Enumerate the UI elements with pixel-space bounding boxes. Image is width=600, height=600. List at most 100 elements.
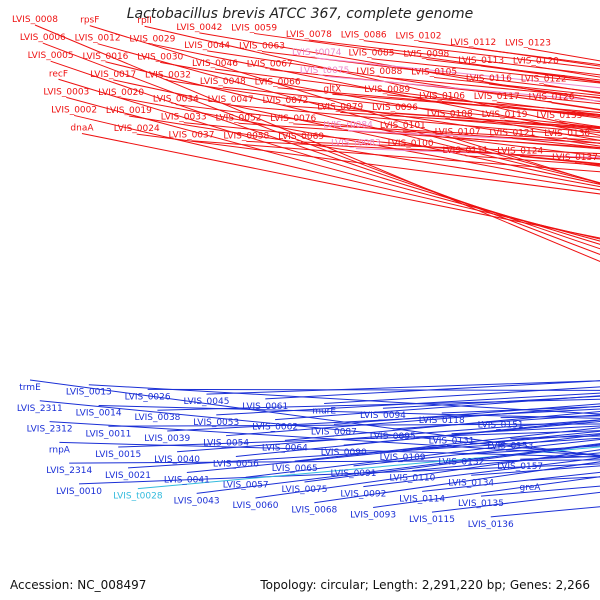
gene-label[interactable]: LVIS_0045: [183, 397, 229, 407]
gene-label[interactable]: LVIS_0057: [223, 480, 269, 490]
gene-label[interactable]: LVIS_2314: [46, 466, 92, 476]
gene-label[interactable]: LVIS_0075: [282, 485, 328, 495]
gene-label[interactable]: LVIS_0008: [12, 15, 58, 25]
gene-label[interactable]: LVIS_0038: [134, 413, 180, 423]
gene-label[interactable]: LVIS_2311: [17, 404, 63, 414]
gene-label[interactable]: LVIS_0012: [75, 34, 121, 44]
gene-label[interactable]: rplI: [137, 16, 152, 26]
gene-label[interactable]: LVIS_0111: [442, 146, 488, 156]
gene-label[interactable]: LVIS_0107: [435, 128, 481, 138]
gene-label[interactable]: LVIS_0056: [213, 459, 259, 469]
gene-label[interactable]: LVIS_0113: [458, 56, 504, 66]
gene-label[interactable]: LVIS_0016: [82, 52, 128, 62]
gene-label[interactable]: LVIS_0019: [106, 106, 152, 116]
gene-label[interactable]: LVIS_0013: [66, 388, 112, 398]
gene-label[interactable]: LVIS_0024: [114, 124, 160, 134]
gene-label[interactable]: LVIS_0069: [278, 132, 324, 142]
gene-label[interactable]: LVIS_0117: [474, 92, 520, 102]
gene-label[interactable]: LVIS_0132: [438, 458, 484, 468]
gene-label[interactable]: LVIS_0112: [450, 38, 496, 48]
gene-label[interactable]: LVIS_0064: [262, 443, 308, 453]
gene-label[interactable]: LVIS_0093: [350, 510, 396, 520]
gene-label[interactable]: LVIS_0048: [200, 77, 246, 87]
gene-label[interactable]: LVIS_0118: [419, 416, 465, 426]
gene-label[interactable]: LVIS_0065: [272, 464, 318, 474]
gene-label[interactable]: LVIS_0011: [85, 429, 131, 439]
gene-label[interactable]: LVIS_0091: [331, 469, 377, 479]
gene-label[interactable]: LVIS_r0083: [331, 139, 381, 149]
gene-label[interactable]: LVIS_0041: [164, 476, 210, 486]
gene-label[interactable]: LVIS_0101: [380, 121, 426, 131]
gene-label[interactable]: LVIS_0130: [544, 129, 590, 139]
gene-label[interactable]: LVIS_0134: [448, 478, 494, 488]
gene-label[interactable]: LVIS_0006: [20, 33, 66, 43]
gene-label[interactable]: LVIS_0066: [255, 78, 301, 88]
gene-label[interactable]: recF: [49, 69, 68, 79]
gene-label[interactable]: LVIS_0098: [403, 49, 449, 59]
gene-label[interactable]: LVIS_0030: [137, 52, 183, 62]
gene-label[interactable]: LVIS_0120: [513, 57, 559, 67]
gene-label[interactable]: LVIS_0115: [409, 515, 455, 525]
gene-label[interactable]: LVIS_0153: [487, 441, 533, 451]
gene-label[interactable]: LVIS_0102: [395, 31, 441, 41]
gene-label[interactable]: LVIS_0044: [184, 41, 230, 51]
gene-label[interactable]: LVIS_0005: [28, 51, 74, 61]
gene-label[interactable]: LVIS_0079: [317, 102, 363, 112]
gene-label[interactable]: LVIS_0114: [399, 494, 445, 504]
gene-label[interactable]: LVIS_t0074: [292, 48, 342, 58]
gene-label[interactable]: LVIS_0109: [380, 453, 426, 463]
gene-label[interactable]: LVIS_0137: [552, 153, 598, 163]
gene-label[interactable]: LVIS_2312: [27, 425, 73, 435]
gene-label[interactable]: LVIS_0059: [231, 23, 277, 33]
gene-label[interactable]: LVIS_0110: [389, 474, 435, 484]
gene-label[interactable]: LVIS_0053: [193, 418, 239, 428]
gene-label[interactable]: LVIS_0039: [144, 434, 190, 444]
gene-label[interactable]: LVIS_0034: [153, 95, 199, 105]
gene-label[interactable]: LVIS_0003: [43, 87, 89, 97]
gene-label[interactable]: LVIS_0033: [161, 113, 207, 123]
gene-label[interactable]: LVIS_0068: [291, 506, 337, 516]
gene-label[interactable]: dnaA: [70, 124, 94, 134]
gene-label[interactable]: LVIS_0026: [125, 392, 171, 402]
gene-label[interactable]: LVIS_0135: [458, 499, 504, 509]
gene-label[interactable]: LVIS_0106: [419, 92, 465, 102]
gene-label[interactable]: LVIS_0010: [56, 487, 102, 497]
gene-label[interactable]: LVIS_0015: [95, 450, 141, 460]
gene-label[interactable]: LVIS_0136: [468, 520, 514, 530]
gene-label[interactable]: LVIS_0131: [429, 437, 475, 447]
gene-label[interactable]: LVIS_0029: [129, 34, 175, 44]
gene-label[interactable]: LVIS_0116: [466, 74, 512, 84]
gene-label[interactable]: LVIS_0094: [360, 411, 406, 421]
gene-label[interactable]: LVIS_0092: [340, 490, 386, 500]
gene-label[interactable]: LVIS_0043: [174, 496, 220, 506]
gene-label[interactable]: LVIS_0063: [239, 42, 285, 52]
gene-label[interactable]: LVIS_0060: [233, 501, 279, 511]
gene-label[interactable]: LVIS_0040: [154, 455, 200, 465]
gene-label[interactable]: gltX: [323, 84, 341, 94]
gene-label[interactable]: trmE: [19, 383, 41, 393]
gene-label[interactable]: LVIS_0126: [529, 93, 575, 103]
gene-label[interactable]: LVIS_0090: [321, 448, 367, 458]
gene-label[interactable]: LVIS_0047: [208, 95, 254, 105]
gene-label[interactable]: LVIS_0061: [242, 402, 288, 412]
gene-label[interactable]: LVIS_0002: [51, 105, 97, 115]
gene-label[interactable]: LVIS_0046: [192, 59, 238, 69]
gene-label[interactable]: LVIS_0100: [388, 139, 434, 149]
gene-label[interactable]: LVIS_0072: [262, 96, 308, 106]
gene-label[interactable]: LVIS_0133: [536, 111, 582, 121]
gene-label[interactable]: LVIS_0076: [270, 114, 316, 124]
gene-label[interactable]: LVIS_t0075: [300, 66, 349, 76]
gene-label[interactable]: LVIS_0078: [286, 30, 332, 40]
gene-label[interactable]: LVIS_0052: [215, 113, 261, 123]
gene-label[interactable]: LVIS_0087: [311, 427, 357, 437]
gene-label[interactable]: LVIS_0032: [145, 70, 191, 80]
gene-label[interactable]: LVIS_0067: [247, 60, 293, 70]
gene-label[interactable]: LVIS_0042: [176, 23, 222, 33]
gene-label[interactable]: rpsF: [80, 16, 99, 26]
gene-label[interactable]: LVIS_0124: [497, 146, 543, 156]
gene-label[interactable]: LVIS_t0028: [113, 492, 163, 502]
gene-label[interactable]: LVIS_0089: [364, 85, 410, 95]
gene-label[interactable]: LVIS_0123: [505, 38, 551, 48]
gene-label[interactable]: LVIS_0119: [482, 110, 528, 120]
gene-label[interactable]: LVIS_0054: [203, 439, 249, 449]
